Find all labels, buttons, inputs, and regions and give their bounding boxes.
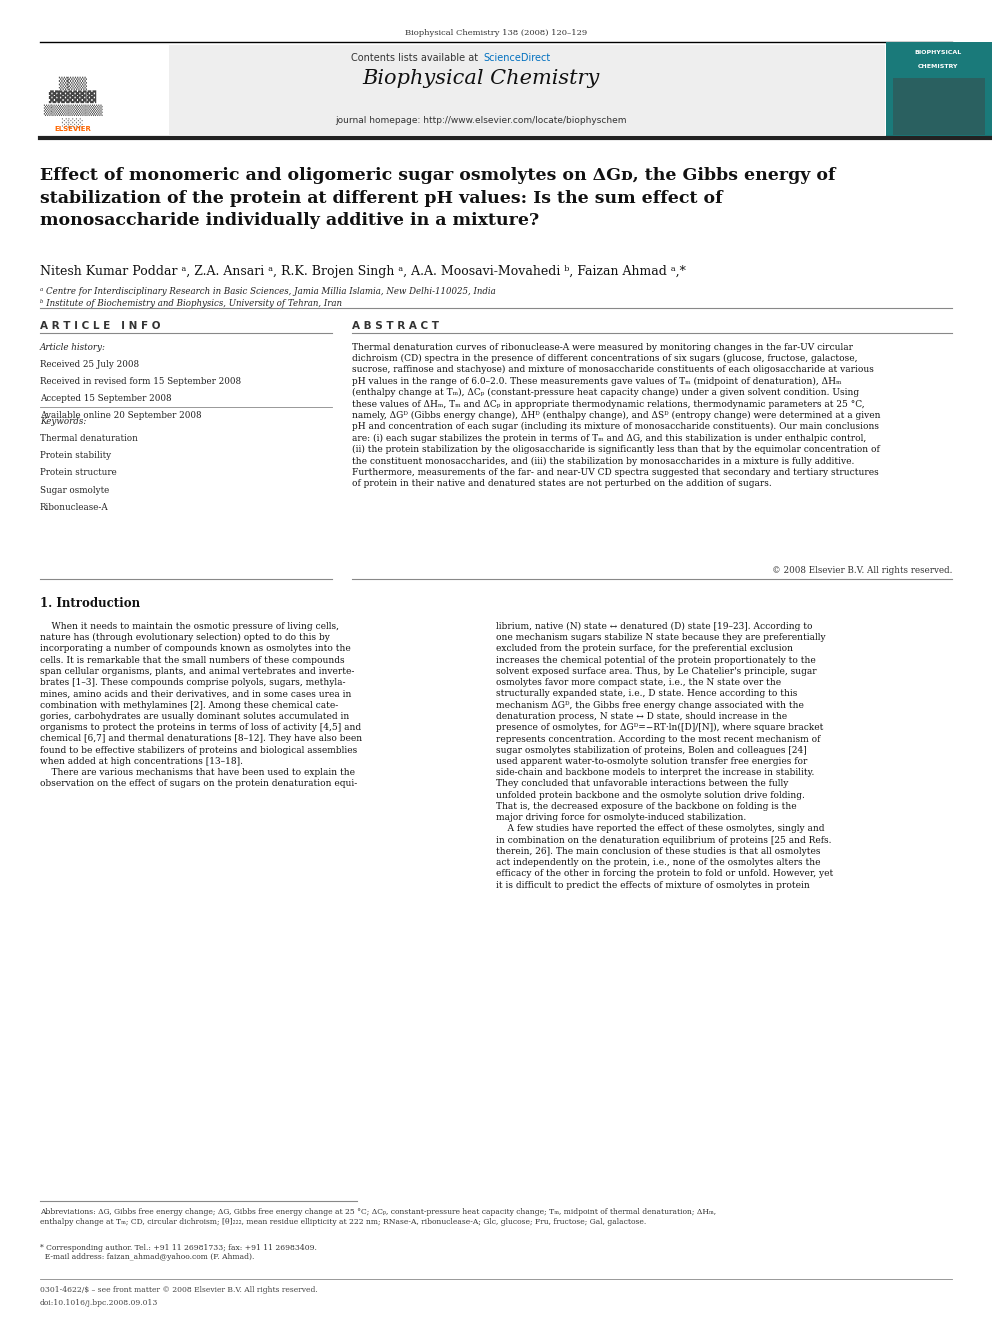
Text: ▒▒▒▒▒▒▒: ▒▒▒▒▒▒▒	[43, 105, 102, 115]
Text: ᵃ Centre for Interdisciplinary Research in Basic Sciences, Jamia Millia Islamia,: ᵃ Centre for Interdisciplinary Research …	[40, 287, 495, 296]
Text: ᵇ Institute of Biochemistry and Biophysics, University of Tehran, Iran: ᵇ Institute of Biochemistry and Biophysi…	[40, 299, 341, 308]
Text: 1. Introduction: 1. Introduction	[40, 597, 140, 610]
Text: ▒▒▒: ▒▒▒	[58, 77, 87, 90]
Text: © 2008 Elsevier B.V. All rights reserved.: © 2008 Elsevier B.V. All rights reserved…	[772, 566, 952, 576]
Text: ░░░: ░░░	[62, 118, 83, 128]
Text: A R T I C L E   I N F O: A R T I C L E I N F O	[40, 321, 160, 332]
Text: Protein stability: Protein stability	[40, 451, 111, 460]
Text: Article history:: Article history:	[40, 343, 106, 352]
Text: journal homepage: http://www.elsevier.com/locate/biophyschem: journal homepage: http://www.elsevier.co…	[335, 116, 627, 126]
Text: ScienceDirect: ScienceDirect	[483, 53, 551, 64]
Text: ELSEVIER: ELSEVIER	[54, 126, 91, 132]
Text: Ribonuclease-A: Ribonuclease-A	[40, 503, 108, 512]
Text: ▓▓▓▓▓: ▓▓▓▓▓	[49, 90, 96, 103]
FancyBboxPatch shape	[40, 45, 885, 135]
Text: Biophysical Chemistry 138 (2008) 120–129: Biophysical Chemistry 138 (2008) 120–129	[405, 29, 587, 37]
Text: Abbreviations: ΔG, Gibbs free energy change; ΔG, Gibbs free energy change at 25 : Abbreviations: ΔG, Gibbs free energy cha…	[40, 1208, 716, 1225]
Text: * Corresponding author. Tel.: +91 11 26981733; fax: +91 11 26983409.
  E-mail ad: * Corresponding author. Tel.: +91 11 269…	[40, 1244, 316, 1261]
Text: Keywords:: Keywords:	[40, 417, 86, 426]
Text: Nitesh Kumar Poddar ᵃ, Z.A. Ansari ᵃ, R.K. Brojen Singh ᵃ, A.A. Moosavi-Movahedi: Nitesh Kumar Poddar ᵃ, Z.A. Ansari ᵃ, R.…	[40, 265, 685, 278]
Text: doi:10.1016/j.bpc.2008.09.013: doi:10.1016/j.bpc.2008.09.013	[40, 1299, 158, 1307]
Text: BIOPHYSICAL: BIOPHYSICAL	[915, 50, 962, 56]
Text: When it needs to maintain the osmotic pressure of living cells,
nature has (thro: When it needs to maintain the osmotic pr…	[40, 622, 362, 789]
Text: A B S T R A C T: A B S T R A C T	[352, 321, 439, 332]
Text: Sugar osmolyte: Sugar osmolyte	[40, 486, 109, 495]
FancyBboxPatch shape	[40, 45, 169, 135]
Text: Protein structure: Protein structure	[40, 468, 116, 478]
Text: Received 25 July 2008: Received 25 July 2008	[40, 360, 139, 369]
Text: librium, native (N) state ↔ denatured (D) state [19–23]. According to
one mechan: librium, native (N) state ↔ denatured (D…	[496, 622, 833, 889]
Text: Received in revised form 15 September 2008: Received in revised form 15 September 20…	[40, 377, 241, 386]
Text: Effect of monomeric and oligomeric sugar osmolytes on ΔGᴅ, the Gibbs energy of
s: Effect of monomeric and oligomeric sugar…	[40, 167, 835, 229]
FancyBboxPatch shape	[893, 78, 985, 135]
Text: Accepted 15 September 2008: Accepted 15 September 2008	[40, 394, 172, 404]
Text: 0301-4622/$ – see front matter © 2008 Elsevier B.V. All rights reserved.: 0301-4622/$ – see front matter © 2008 El…	[40, 1286, 317, 1294]
Text: Biophysical Chemistry: Biophysical Chemistry	[362, 69, 600, 87]
Text: Available online 20 September 2008: Available online 20 September 2008	[40, 411, 201, 421]
Text: Thermal denaturation: Thermal denaturation	[40, 434, 138, 443]
Text: Contents lists available at: Contents lists available at	[351, 53, 481, 64]
Text: Thermal denaturation curves of ribonuclease-A were measured by monitoring change: Thermal denaturation curves of ribonucle…	[352, 343, 881, 488]
FancyBboxPatch shape	[886, 42, 992, 139]
Text: CHEMISTRY: CHEMISTRY	[919, 64, 958, 69]
